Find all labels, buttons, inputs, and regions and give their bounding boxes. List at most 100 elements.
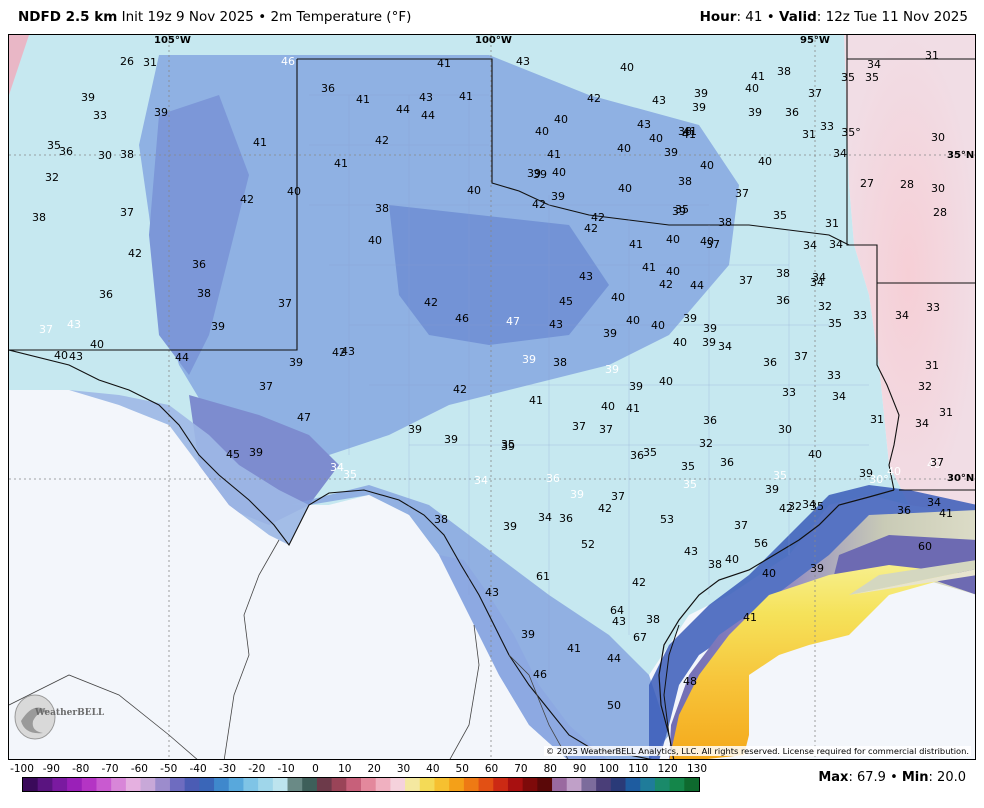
colorbar-tick-label: 110 [628,763,649,775]
temperature-value: 39 [289,356,303,369]
temperature-value: 39 [629,380,643,393]
temperature-value: 42 [532,198,546,211]
temperature-value: 40 [90,338,104,351]
temperature-value: 34 [829,238,843,251]
colorbar-segment [155,778,171,791]
temperature-value: 40 [666,265,680,278]
hour-value: : 41 [736,9,763,25]
temperature-value: 46 [455,312,469,325]
colorbar-segment [169,778,186,791]
temperature-value: 39 [810,562,824,575]
temperature-value: 53 [660,513,674,526]
border-blue-strip [69,390,309,545]
temperature-value: 42 [128,247,142,260]
temperature-value: 33 [853,309,867,322]
temperature-value: 48 [683,675,697,688]
temperature-value: 34 [474,474,488,487]
max-value: : 67.9 [848,770,886,785]
temperature-value: 38 [678,125,692,138]
county-lines [309,94,869,675]
temperature-value: 37 [734,519,748,532]
temperature-value: 35 [681,460,695,473]
temperature-value: 44 [421,109,435,122]
colorbar-segment [287,778,303,791]
barrier-island [663,624,680,736]
temperature-value: 34 [812,271,826,284]
temperature-value: 36 [763,356,777,369]
colorbar-segment [669,778,685,791]
temperature-value: 40 [617,142,631,155]
gulf-warm-area [669,565,975,759]
temperature-value: 42 [240,193,254,206]
colorbar-segment [331,778,347,791]
field-name: 2m Temperature (°F) [270,9,412,25]
temperature-map: 105°W 100°W 95°W 35°N 30°N 26 31 46 41 43 404… [9,35,975,759]
temperature-value: 41 [642,261,656,274]
colorbar-tick-label: -50 [160,763,178,775]
temperature-value: 40 [808,448,822,461]
colorbar-segment [419,778,435,791]
temperature-value: 40 [673,336,687,349]
colorbar-segment [23,778,39,791]
weatherbell-logo: WeatherBELL [14,694,105,740]
temperature-value: 38 [375,202,389,215]
temperature-value: 30 [931,182,945,195]
temperature-value: 42 [584,222,598,235]
temperature-value: 39 [603,327,617,340]
temperature-value: 40 [887,465,901,478]
temperature-value: 42 [591,211,605,224]
colorbar-segment [405,778,421,791]
temperature-value: 40 [552,166,566,179]
temperature-value: 34 [867,58,881,71]
colorbar-segment [684,778,699,791]
temperature-value: 42 [598,502,612,515]
colorbar-segment [434,778,450,791]
colorbar-segment [125,778,142,791]
temperature-value: 35 [773,209,787,222]
temperature-value: 41 [682,128,696,141]
temperature-value: 39 [444,433,458,446]
temperature-value: 40 [745,82,759,95]
colorbar-segment [463,778,480,791]
temperature-value: 42 [332,346,346,359]
temperature-value: 41 [939,507,953,520]
temperature-value: 44 [690,279,704,292]
colorbar-tick-label: -100 [10,763,34,775]
lat-label-30n: 30°N [947,473,974,484]
temperature-value: 35 [675,203,689,216]
temperature-value: 40 [626,314,640,327]
temperature-value: 32 [788,500,802,513]
temperature-value: 32 [918,380,932,393]
temperature-value: 30° [869,473,889,486]
temperature-value: 41 [459,90,473,103]
temperature-value: 39 [522,353,536,366]
lon-label-105w: 105°W [154,35,191,46]
temperature-value: 43 [485,586,499,599]
temperature-value: 56 [754,537,768,550]
temperature-value: 28 [933,206,947,219]
min-label: Min [901,770,929,785]
colorbar-tick-label: 60 [484,763,499,775]
temperature-value: 38 [678,175,692,188]
east-pink-region [839,35,975,515]
temperature-value: 42 [779,502,793,515]
temperature-value: 42 [632,576,646,589]
temperature-value: 34 [832,390,846,403]
temperature-value: 39 [692,101,706,114]
temperature-value: 30 [778,423,792,436]
colorbar-segment [361,778,377,791]
logo-text: WeatherBELL [34,708,105,718]
temperature-value: 36 [776,294,790,307]
colorbar-segment [566,778,582,791]
model-name: NDFD 2.5 km [18,9,118,25]
temperature-value: 39 [533,168,547,181]
temperature-value: 31 [870,413,884,426]
colorbar-tick-label: 70 [514,763,528,775]
temperature-value: 40 [927,458,941,471]
colorbar-segment [96,778,112,791]
temperature-value: 39 [81,91,95,104]
temperature-value: 38 [32,211,46,224]
colorbar-segment [258,778,274,791]
max-min-readout: Max: 67.9 • Min: 20.0 [818,770,966,785]
temperature-value: 47 [506,315,520,328]
